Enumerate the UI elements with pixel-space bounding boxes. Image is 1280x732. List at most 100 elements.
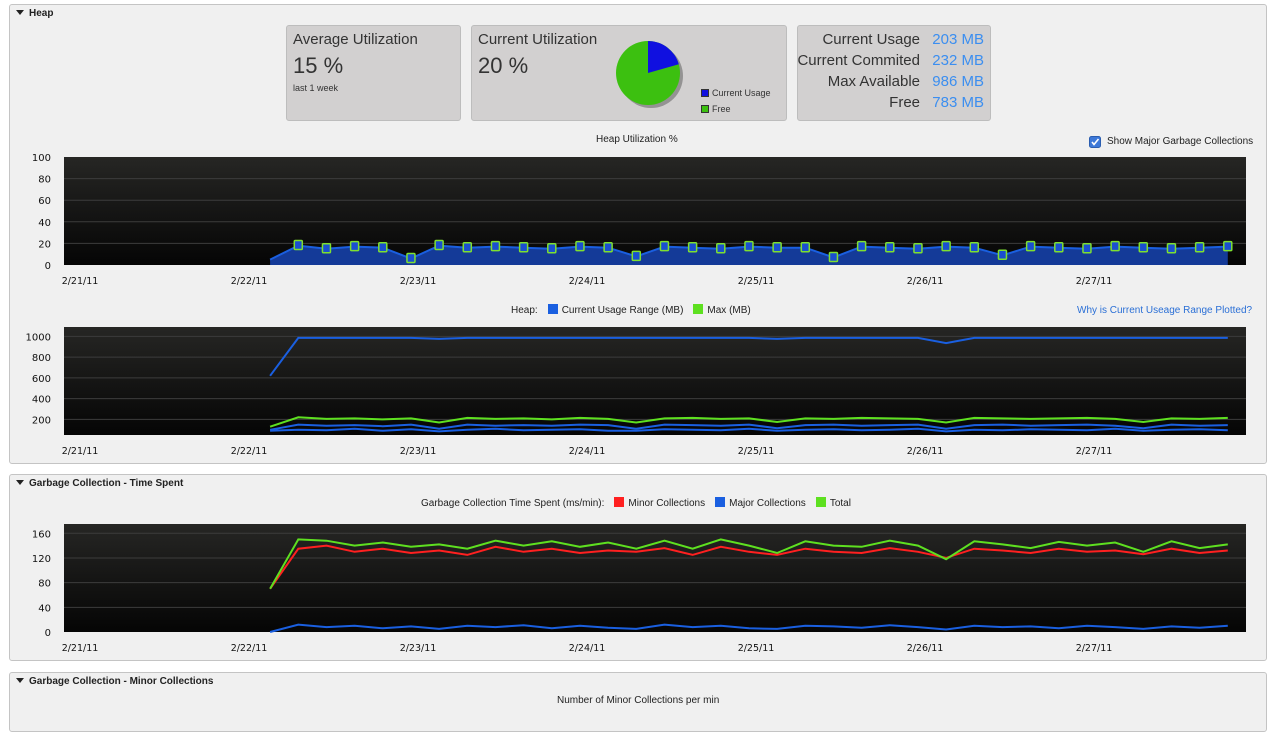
y-tick-label: 0	[45, 628, 51, 639]
x-tick-label: 2/26/11	[907, 276, 944, 287]
y-tick-label: 600	[32, 374, 51, 385]
show-major-gc-toggle[interactable]: Show Major Garbage Collections	[1089, 136, 1253, 148]
y-tick-label: 400	[32, 395, 51, 406]
series-line	[269, 336, 1228, 377]
x-tick-label: 2/27/11	[1076, 276, 1113, 287]
x-tick-label: 2/24/11	[569, 643, 606, 654]
heap-memory-legend: Heap: Current Usage Range (MB) Max (MB)	[511, 304, 751, 317]
y-tick-label: 160	[32, 529, 51, 540]
show-major-gc-label: Show Major Garbage Collections	[1107, 136, 1254, 147]
pie-legend-used: Current Usage	[701, 85, 771, 101]
major-gc-trash-icon	[1194, 241, 1205, 253]
x-tick-label: 2/21/11	[62, 643, 99, 654]
x-tick-label: 2/22/11	[231, 276, 268, 287]
y-tick-label: 20	[38, 239, 51, 250]
plot-area	[64, 524, 1246, 632]
x-tick-label: 2/23/11	[400, 276, 437, 287]
gc-minor-panel: Garbage Collection - Minor Collections N…	[9, 672, 1267, 732]
x-tick-label: 2/21/11	[62, 276, 99, 287]
major-gc-trash-icon	[1025, 240, 1036, 252]
pie-slice-used	[648, 41, 679, 73]
major-gc-trash-icon	[913, 243, 923, 254]
major-gc-trash-icon	[687, 241, 698, 253]
minor-collections-chart-title: Number of Minor Collections per min	[557, 695, 720, 706]
legend-minor: Minor Collections	[628, 498, 706, 509]
stat-label: Max Available	[827, 73, 920, 90]
plot-area	[64, 327, 1246, 435]
major-gc-trash-icon	[1082, 243, 1092, 254]
gc-minor-title: Garbage Collection - Minor Collections	[29, 676, 214, 687]
major-gc-trash-icon	[490, 240, 501, 252]
x-tick-label: 2/27/11	[1076, 446, 1113, 457]
heap-memory-chart: 200 400 600 800 1000 2/21/11 2/22/11 2/23/11 2/2…	[26, 327, 1246, 457]
major-gc-trash-icon	[434, 239, 444, 251]
x-tick-label: 2/24/11	[569, 446, 606, 457]
y-tick-label: 80	[38, 175, 51, 186]
major-gc-trash-icon	[349, 240, 360, 252]
major-gc-trash-icon	[716, 243, 726, 254]
major-gc-trash-icon	[1166, 243, 1177, 254]
avg-value: 15 %	[293, 53, 344, 78]
major-gc-trash-icon	[575, 240, 585, 252]
major-gc-trash-icon	[969, 241, 980, 253]
gc-minor-panel-header[interactable]: Garbage Collection - Minor Collections	[16, 676, 213, 688]
heap-utilization-chart-title: Heap Utilization %	[596, 134, 678, 145]
y-tick-label: 1000	[26, 332, 51, 343]
x-tick-label: 2/25/11	[738, 643, 775, 654]
series-area	[270, 245, 1228, 265]
gc-time-title: Garbage Collection - Time Spent	[29, 478, 184, 489]
checkbox-icon[interactable]	[1089, 136, 1101, 148]
stat-current-usage: Current Usage 203 MB	[822, 31, 984, 49]
stat-label: Current Usage	[822, 31, 920, 48]
collapse-triangle-icon[interactable]	[16, 10, 24, 15]
heap-stats-card: Current Usage 203 MB Current Commited 232 …	[797, 25, 991, 121]
collapse-triangle-icon[interactable]	[16, 480, 24, 485]
major-gc-trash-icon	[547, 243, 557, 254]
stat-value: 232 MB	[932, 52, 984, 69]
major-gc-trash-icon	[1223, 240, 1233, 252]
x-tick-label: 2/26/11	[907, 643, 944, 654]
pie-legend-free: Free	[701, 101, 771, 117]
current-utilization-card: Current Utilization 20 % Current Usage F…	[471, 25, 787, 121]
legend-prefix: Garbage Collection Time Spent (ms/min):	[421, 498, 605, 509]
avg-period: last 1 week	[293, 83, 339, 93]
why-current-usage-range-link[interactable]: Why is Current Useage Range Plotted?	[1077, 305, 1253, 316]
major-gc-trash-icon	[772, 241, 782, 253]
major-gc-trash-icon	[406, 252, 416, 264]
stat-label: Free	[889, 94, 920, 111]
heap-panel-header[interactable]: Heap	[16, 8, 53, 20]
major-gc-trash-icon	[603, 241, 613, 253]
stat-label: Current Commited	[797, 52, 920, 69]
series-line	[269, 423, 1228, 431]
x-tick-label: 2/25/11	[738, 276, 775, 287]
series-line	[269, 416, 1228, 428]
major-gc-trash-icon	[659, 240, 670, 252]
legend-max: Max (MB)	[707, 305, 751, 316]
x-tick-label: 2/22/11	[231, 643, 268, 654]
major-gc-trash-icon	[828, 251, 839, 263]
collapse-triangle-icon[interactable]	[16, 678, 24, 683]
major-gc-trash-icon	[1054, 241, 1064, 253]
major-gc-trash-icon	[321, 243, 332, 254]
y-tick-label: 40	[38, 603, 51, 614]
x-tick-label: 2/26/11	[907, 446, 944, 457]
y-tick-label: 100	[32, 153, 51, 164]
current-label: Current Utilization	[478, 31, 598, 48]
stat-value: 203 MB	[932, 31, 984, 48]
major-gc-trash-icon	[800, 241, 811, 253]
x-tick-label: 2/27/11	[1076, 643, 1113, 654]
x-tick-label: 2/23/11	[400, 446, 437, 457]
legend-prefix: Heap:	[511, 305, 538, 316]
gc-time-legend: Garbage Collection Time Spent (ms/min): M…	[421, 497, 851, 510]
gc-time-panel-header[interactable]: Garbage Collection - Time Spent	[16, 478, 183, 490]
series-line	[269, 623, 1228, 633]
x-tick-label: 2/25/11	[738, 446, 775, 457]
x-tick-label: 2/23/11	[400, 643, 437, 654]
pie-legend-used-label: Current Usage	[712, 88, 771, 98]
major-gc-trash-icon	[378, 241, 388, 253]
utilization-pie-chart	[616, 41, 683, 108]
x-tick-label: 2/22/11	[231, 446, 268, 457]
y-tick-label: 80	[38, 579, 51, 590]
y-tick-label: 200	[32, 415, 51, 426]
legend-total: Total	[829, 498, 851, 509]
